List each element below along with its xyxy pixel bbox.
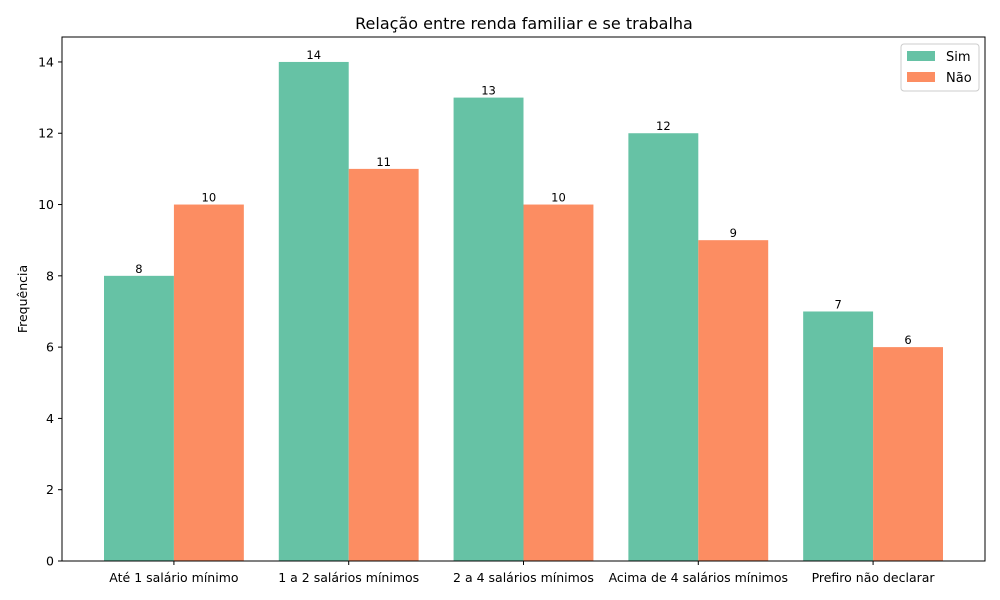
x-tick-label: 1 a 2 salários mínimos [278, 570, 419, 585]
axes-layer: Até 1 salário mínimo 1 a 2 salários mínim… [38, 36, 986, 585]
data-label: 12 [656, 119, 671, 133]
y-tick-label: 0 [46, 554, 54, 569]
y-tick-label: 8 [46, 268, 54, 283]
data-label: 10 [551, 191, 566, 205]
y-tick-label: 6 [46, 340, 54, 355]
legend-swatch-não [907, 72, 935, 82]
x-tick-label: Até 1 salário mínimo [109, 570, 238, 585]
bar-não-0 [173, 204, 244, 562]
bar-sim-4 [803, 311, 874, 561]
data-label: 11 [376, 155, 391, 169]
legend-label-sim: Sim [946, 50, 971, 65]
data-label: 14 [306, 48, 321, 62]
legend: Sim Não [900, 43, 980, 92]
data-label: 7 [834, 297, 841, 311]
data-label: 9 [730, 226, 737, 240]
x-tick-label: 2 a 4 salários mínimos [453, 570, 594, 585]
data-label: 8 [135, 262, 142, 276]
data-label: 6 [904, 333, 911, 347]
bar-sim-2 [453, 97, 524, 561]
bar-não-4 [873, 347, 943, 561]
y-axis-label: Frequência [15, 265, 30, 333]
x-tick-label: Acima de 4 salários mínimos [609, 570, 788, 585]
y-tick-label: 12 [38, 126, 54, 141]
bar-não-1 [348, 168, 419, 561]
y-tick-label: 10 [38, 197, 54, 212]
bar-sim-1 [278, 61, 349, 561]
x-tick-label: Prefiro não declarar [812, 570, 936, 585]
bar-não-2 [523, 204, 594, 562]
y-tick-label: 2 [46, 482, 54, 497]
bar-sim-0 [104, 275, 174, 561]
chart-title: Relação entre renda familiar e se trabal… [355, 14, 693, 33]
y-tick-label: 4 [46, 411, 54, 426]
legend-swatch-sim [907, 51, 935, 61]
bars-layer: 8 10 14 11 13 10 12 9 7 6 [104, 48, 943, 562]
y-tick-label: 14 [38, 54, 54, 69]
bar-sim-3 [628, 133, 699, 562]
plot-frame [61, 36, 986, 562]
data-label: 10 [202, 191, 217, 205]
legend-label-não: Não [946, 71, 972, 86]
data-label: 13 [481, 84, 496, 98]
bar-não-3 [698, 240, 769, 561]
